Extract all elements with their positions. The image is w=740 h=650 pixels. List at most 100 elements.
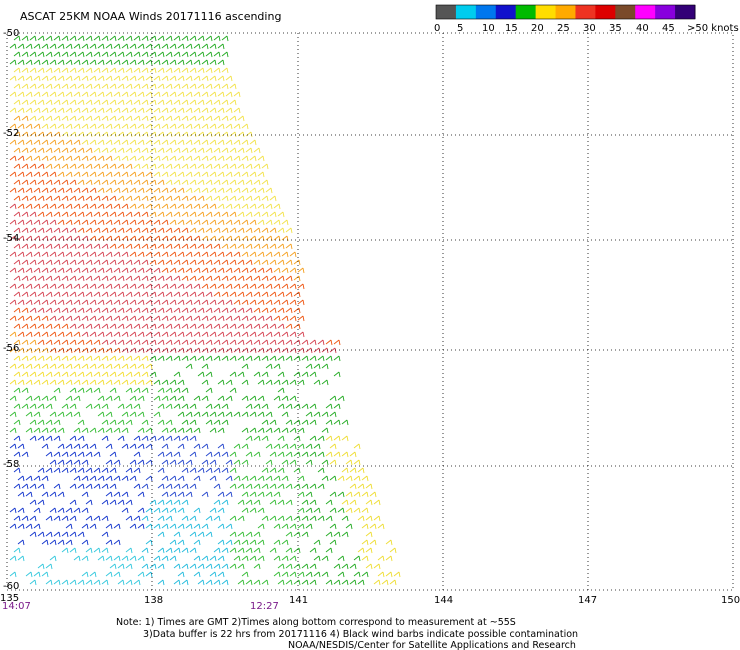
wind-barb — [181, 67, 189, 74]
wind-barb — [33, 571, 41, 578]
wind-barb — [157, 291, 165, 298]
wind-barb — [33, 187, 41, 194]
wind-barb — [293, 371, 301, 378]
wind-barb — [85, 403, 93, 410]
wind-barb — [213, 179, 221, 186]
wind-barb — [309, 547, 317, 554]
wind-barb — [133, 339, 141, 346]
wind-barb — [45, 99, 53, 106]
wind-barb — [53, 339, 61, 346]
wind-barb — [237, 339, 245, 346]
lat-label: -58 — [3, 459, 19, 470]
wind-barb — [69, 467, 77, 474]
wind-barb — [217, 555, 225, 562]
wind-barb — [233, 251, 241, 258]
wind-barb — [93, 467, 101, 474]
wind-barb — [149, 259, 157, 266]
wind-barb — [205, 99, 213, 106]
wind-barb — [29, 67, 37, 74]
wind-barb — [89, 475, 97, 482]
wind-barb — [189, 451, 197, 458]
wind-barb — [173, 355, 181, 362]
wind-barb — [197, 531, 205, 538]
wind-barb — [121, 139, 129, 146]
wind-barb — [261, 163, 269, 170]
wind-barb — [121, 171, 129, 178]
wind-barb — [13, 291, 21, 298]
wind-barb — [245, 179, 253, 186]
wind-barb — [329, 395, 337, 402]
wind-barb — [189, 179, 197, 186]
wind-barb — [189, 531, 197, 538]
wind-barb — [37, 403, 45, 410]
wind-barb — [169, 491, 177, 498]
wind-barb — [205, 259, 213, 266]
colorbar-swatch — [595, 5, 616, 19]
wind-barb — [177, 91, 185, 98]
wind-barb — [153, 123, 161, 130]
wind-barb — [241, 555, 249, 562]
wind-barb — [325, 515, 333, 522]
wind-barb — [81, 203, 89, 210]
wind-barb — [85, 307, 93, 314]
wind-barb — [173, 211, 181, 218]
wind-barb — [213, 403, 221, 410]
wind-barb — [221, 163, 229, 170]
wind-barb — [285, 323, 293, 330]
wind-barb — [233, 331, 241, 338]
wind-barb — [309, 483, 317, 490]
wind-barb — [269, 419, 277, 426]
wind-barb — [173, 227, 181, 234]
wind-barb — [89, 331, 97, 338]
wind-barb — [49, 203, 57, 210]
wind-barb — [257, 427, 265, 434]
map-title: ASCAT 25KM NOAA Winds 20171116 ascending — [20, 10, 281, 23]
wind-barb — [273, 283, 281, 290]
wind-barb — [161, 555, 169, 562]
wind-barb — [21, 179, 29, 186]
wind-barb — [17, 75, 25, 82]
wind-barb — [261, 371, 269, 378]
wind-barb — [185, 299, 193, 306]
wind-barb — [21, 35, 29, 42]
wind-barb — [209, 475, 217, 482]
wind-barb — [17, 523, 25, 530]
wind-barb — [273, 347, 281, 354]
wind-barb — [325, 499, 333, 506]
wind-barb — [165, 259, 173, 266]
wind-barb — [109, 99, 117, 106]
wind-barb — [177, 571, 185, 578]
wind-barb — [161, 267, 169, 274]
wind-barb — [133, 483, 141, 490]
wind-barb — [153, 75, 161, 82]
lat-label: -60 — [3, 581, 19, 592]
wind-barb — [269, 451, 277, 458]
wind-barb — [153, 555, 161, 562]
wind-barb — [145, 251, 153, 258]
wind-barb — [277, 563, 285, 570]
lat-label: -52 — [3, 128, 19, 139]
wind-barb — [193, 315, 201, 322]
wind-barb — [165, 131, 173, 138]
wind-barb — [221, 291, 229, 298]
wind-barb — [209, 427, 217, 434]
wind-barb — [81, 363, 89, 370]
wind-barb — [141, 291, 149, 298]
wind-barb — [193, 283, 201, 290]
wind-barb — [81, 331, 89, 338]
wind-barb — [49, 347, 57, 354]
wind-barb — [165, 451, 173, 458]
wind-barb — [345, 475, 353, 482]
wind-barb — [41, 491, 49, 498]
wind-barb — [165, 195, 173, 202]
wind-barb — [145, 139, 153, 146]
wind-barb — [9, 267, 17, 274]
wind-barb — [241, 363, 249, 370]
wind-barb — [197, 259, 205, 266]
wind-barb — [137, 315, 145, 322]
wind-barb — [185, 187, 193, 194]
wind-barb — [201, 299, 209, 306]
wind-barb — [185, 363, 193, 370]
wind-barb — [377, 555, 385, 562]
wind-barb — [109, 323, 117, 330]
